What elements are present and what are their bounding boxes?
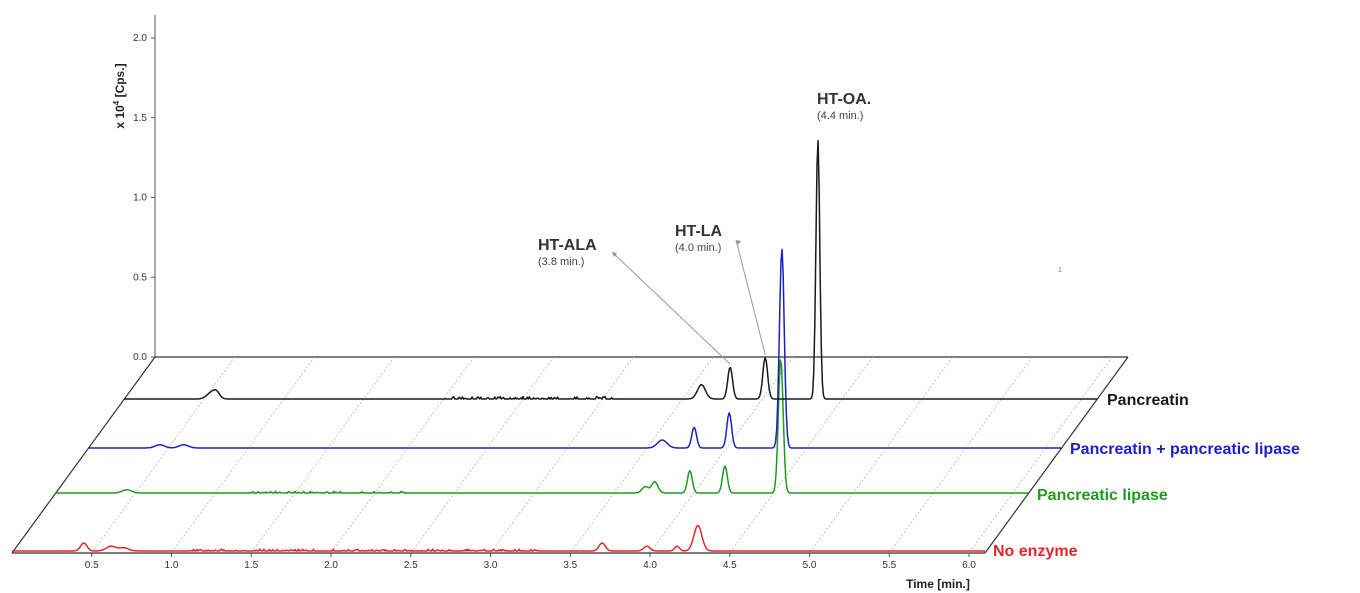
x-tick-label: 5.0	[803, 560, 817, 571]
x-tick-label: 2.5	[404, 560, 418, 571]
peak-time-label: (3.8 min.)	[538, 256, 584, 268]
x-tick-label: 3.5	[563, 560, 577, 571]
y-tick-label: 0.5	[133, 272, 147, 283]
grid-line	[490, 356, 634, 554]
x-axis-label: Time [min.]	[906, 577, 970, 591]
x-tick-label: 3.0	[484, 560, 498, 571]
y-axis-label-exp: 4	[112, 100, 121, 105]
peak-name-label: HT-OA.	[817, 91, 871, 108]
x-tick-label: 0.5	[85, 560, 99, 571]
peak-time-label: (4.4 min.)	[817, 110, 863, 122]
traces: No enzyme Pancreatic lipase Pancreatin + p…	[12, 139, 1300, 560]
series-label: Pancreatin	[1107, 392, 1189, 409]
grid-line	[171, 356, 315, 554]
grid-line	[410, 356, 555, 554]
annotation-arrow	[735, 239, 766, 355]
grid-line	[729, 356, 874, 554]
peak-name-label: HT-LA	[675, 223, 723, 240]
grid-line	[968, 356, 1113, 554]
x-tick-label: 1.0	[165, 560, 179, 571]
chart-frame	[11, 15, 1129, 554]
y-tick-label: 1.5	[133, 113, 147, 124]
grid-line	[330, 356, 475, 554]
trace-line	[55, 359, 1028, 494]
x-tick-label: 5.5	[882, 560, 896, 571]
x-tick-label: 4.0	[643, 560, 657, 571]
series-label: Pancreatic lipase	[1037, 487, 1168, 504]
y-tick-label: 0.0	[133, 352, 147, 363]
y-ticks: 0.0 0.5 1.0 1.5 2.0	[133, 33, 155, 363]
annotations: HT-ALA (3.8 min.) HT-LA (4.0 min.) HT-OA. (4.…	[538, 91, 871, 365]
grid-line	[809, 356, 953, 554]
series-label: Pancreatin + pancreatic lipase	[1070, 441, 1300, 458]
x-tick-label: 2.0	[324, 560, 338, 571]
grid-line	[250, 356, 395, 554]
grid-line	[569, 356, 714, 554]
y-tick-label: 2.0	[133, 33, 147, 44]
grid-line	[91, 356, 236, 554]
arrow-head	[736, 240, 741, 245]
y-axis-label-suffix: [Cps.]	[113, 63, 127, 100]
x-tick-label: 6.0	[962, 560, 976, 571]
trace-line	[124, 139, 1097, 400]
trace-line	[88, 248, 1061, 449]
y-axis-label-prefix: x 10	[113, 105, 127, 129]
grid-line	[888, 356, 1033, 554]
peak-name-label: HT-ALA	[538, 237, 597, 254]
y-tick-label: 1.0	[133, 193, 147, 204]
series-label: No enzyme	[993, 543, 1078, 560]
peak-time-label: (4.0 min.)	[675, 242, 721, 254]
trace-line	[12, 524, 985, 552]
arrow-head	[612, 252, 617, 257]
floor-grid	[91, 356, 1113, 554]
annotation-arrow	[611, 251, 731, 365]
x-ticks: 0.5 1.0 1.5 2.0 2.5 3.0 3.5 4.0 4.5 5.0 5.5 6.0	[85, 553, 976, 571]
x-tick-label: 1.5	[244, 560, 258, 571]
x-tick-label: 4.5	[723, 560, 737, 571]
right-edge	[984, 356, 1129, 554]
grid-line	[649, 356, 794, 554]
y-axis-label: x 104 [Cps.]	[112, 63, 127, 128]
left-edge	[11, 356, 156, 554]
stray-mark: 1	[1058, 267, 1062, 274]
